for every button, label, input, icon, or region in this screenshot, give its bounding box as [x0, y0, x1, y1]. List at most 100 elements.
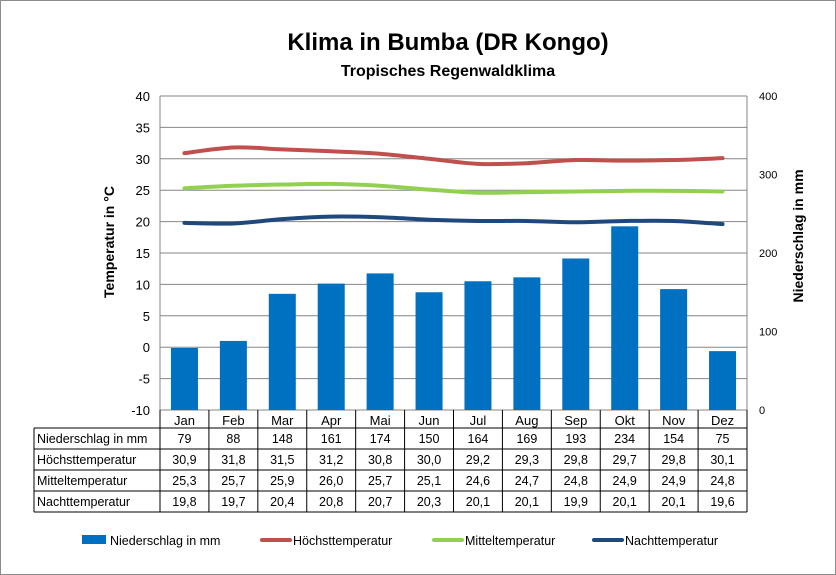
x-tick-label: Jun — [419, 413, 440, 428]
chart-title: Klima in Bumba (DR Kongo) — [287, 29, 608, 56]
table-cell: 29,2 — [466, 453, 490, 467]
table-cell: 150 — [419, 432, 440, 446]
y-tick-left: 25 — [136, 183, 150, 198]
table-cell: 88 — [226, 432, 240, 446]
y-axis-left-label: Temperatur in °C — [101, 186, 117, 298]
table-cell: 20,3 — [417, 495, 441, 509]
table-cell: 30,0 — [417, 453, 441, 467]
bar-niederschlag-aug — [513, 277, 541, 410]
x-tick-label: Okt — [615, 413, 636, 428]
table-cell: 24,8 — [710, 474, 734, 488]
table-cell: 20,1 — [466, 495, 490, 509]
table-cell: 19,6 — [710, 495, 734, 509]
table-row-header: Niederschlag in mm — [37, 432, 147, 446]
table-cell: 19,8 — [172, 495, 196, 509]
table-cell: 169 — [516, 432, 537, 446]
table-cell: 30,8 — [368, 453, 392, 467]
y-tick-left: 0 — [143, 340, 150, 355]
table-cell: 24,9 — [613, 474, 637, 488]
table-cell: 19,7 — [221, 495, 245, 509]
table-cell: 25,9 — [270, 474, 294, 488]
bar-niederschlag-okt — [611, 226, 639, 410]
table-cell: 164 — [468, 432, 489, 446]
legend-label: Nachttemperatur — [625, 534, 718, 548]
y-tick-left: -10 — [131, 403, 150, 418]
table-cell: 26,0 — [319, 474, 343, 488]
y-axis-right-label: Niederschlag in mm — [790, 169, 806, 302]
table-cell: 24,8 — [564, 474, 588, 488]
table-cell: 148 — [272, 432, 293, 446]
table-cell: 25,7 — [368, 474, 392, 488]
table-cell: 31,8 — [221, 453, 245, 467]
x-tick-label: Jan — [174, 413, 195, 428]
line-mitteltemperatur — [182, 181, 725, 195]
table-cell: 19,9 — [564, 495, 588, 509]
y-tick-left: 10 — [136, 277, 150, 292]
y-tick-left: 20 — [136, 215, 150, 230]
chart-subtitle: Tropisches Regenwaldklima — [341, 63, 555, 80]
table-cell: 24,6 — [466, 474, 490, 488]
y-tick-left: -5 — [138, 372, 150, 387]
table-cell: 20,4 — [270, 495, 294, 509]
line-hoechsttemperatur — [182, 145, 725, 167]
table-cell: 24,7 — [515, 474, 539, 488]
x-tick-label: Apr — [321, 413, 342, 428]
bar-niederschlag-feb — [219, 340, 247, 410]
table-cell: 31,2 — [319, 453, 343, 467]
table-cell: 30,9 — [172, 453, 196, 467]
y-tick-right: 100 — [759, 327, 777, 339]
bar-niederschlag-mai — [366, 273, 394, 410]
y-tick-left: 5 — [143, 309, 150, 324]
table-cell: 29,7 — [613, 453, 637, 467]
table-cell: 31,5 — [270, 453, 294, 467]
y-tick-left: 40 — [136, 89, 150, 104]
table-cell: 29,3 — [515, 453, 539, 467]
table-row-header: Höchsttemperatur — [37, 453, 136, 467]
legend-swatch-bar — [82, 535, 106, 544]
table-cell: 30,1 — [710, 453, 734, 467]
table-cell: 25,3 — [172, 474, 196, 488]
legend-label: Höchsttemperatur — [293, 534, 392, 548]
table-cell: 234 — [614, 432, 635, 446]
table-cell: 24,9 — [661, 474, 685, 488]
table-cell: 75 — [716, 432, 730, 446]
y-tick-left: 35 — [136, 120, 150, 135]
x-tick-label: Sep — [564, 413, 587, 428]
legend-label: Niederschlag in mm — [110, 534, 220, 548]
bar-niederschlag-jul — [464, 281, 492, 410]
bar-niederschlag-nov — [660, 289, 688, 410]
bar-niederschlag-sep — [562, 258, 590, 410]
line-nachttemperatur — [182, 214, 725, 227]
x-tick-label: Aug — [515, 413, 538, 428]
table-cell: 29,8 — [564, 453, 588, 467]
bar-niederschlag-jun — [415, 292, 443, 410]
table-cell: 174 — [370, 432, 391, 446]
x-tick-label: Mar — [271, 413, 294, 428]
table-cell: 154 — [663, 432, 684, 446]
table-cell: 20,1 — [515, 495, 539, 509]
table-cell: 20,1 — [613, 495, 637, 509]
x-tick-label: Dez — [711, 413, 734, 428]
x-tick-label: Jul — [470, 413, 487, 428]
table-cell: 79 — [178, 432, 192, 446]
x-tick-label: Feb — [222, 413, 244, 428]
bar-niederschlag-apr — [317, 283, 345, 410]
bar-niederschlag-jan — [170, 347, 198, 410]
y-tick-right: 0 — [759, 405, 765, 417]
table-cell: 29,8 — [661, 453, 685, 467]
table-cell: 20,7 — [368, 495, 392, 509]
table-cell: 20,1 — [661, 495, 685, 509]
table-cell: 25,1 — [417, 474, 441, 488]
x-tick-label: Nov — [662, 413, 686, 428]
y-tick-right: 200 — [759, 248, 777, 260]
x-tick-label: Mai — [370, 413, 391, 428]
y-tick-left: 30 — [136, 152, 150, 167]
y-tick-right: 300 — [759, 170, 777, 182]
table-cell: 193 — [565, 432, 586, 446]
table-cell: 161 — [321, 432, 342, 446]
legend-label: Mitteltemperatur — [465, 534, 555, 548]
bar-niederschlag-dez — [709, 351, 737, 410]
table-row-header: Nachttemperatur — [37, 495, 130, 509]
bar-niederschlag-mar — [268, 293, 296, 410]
